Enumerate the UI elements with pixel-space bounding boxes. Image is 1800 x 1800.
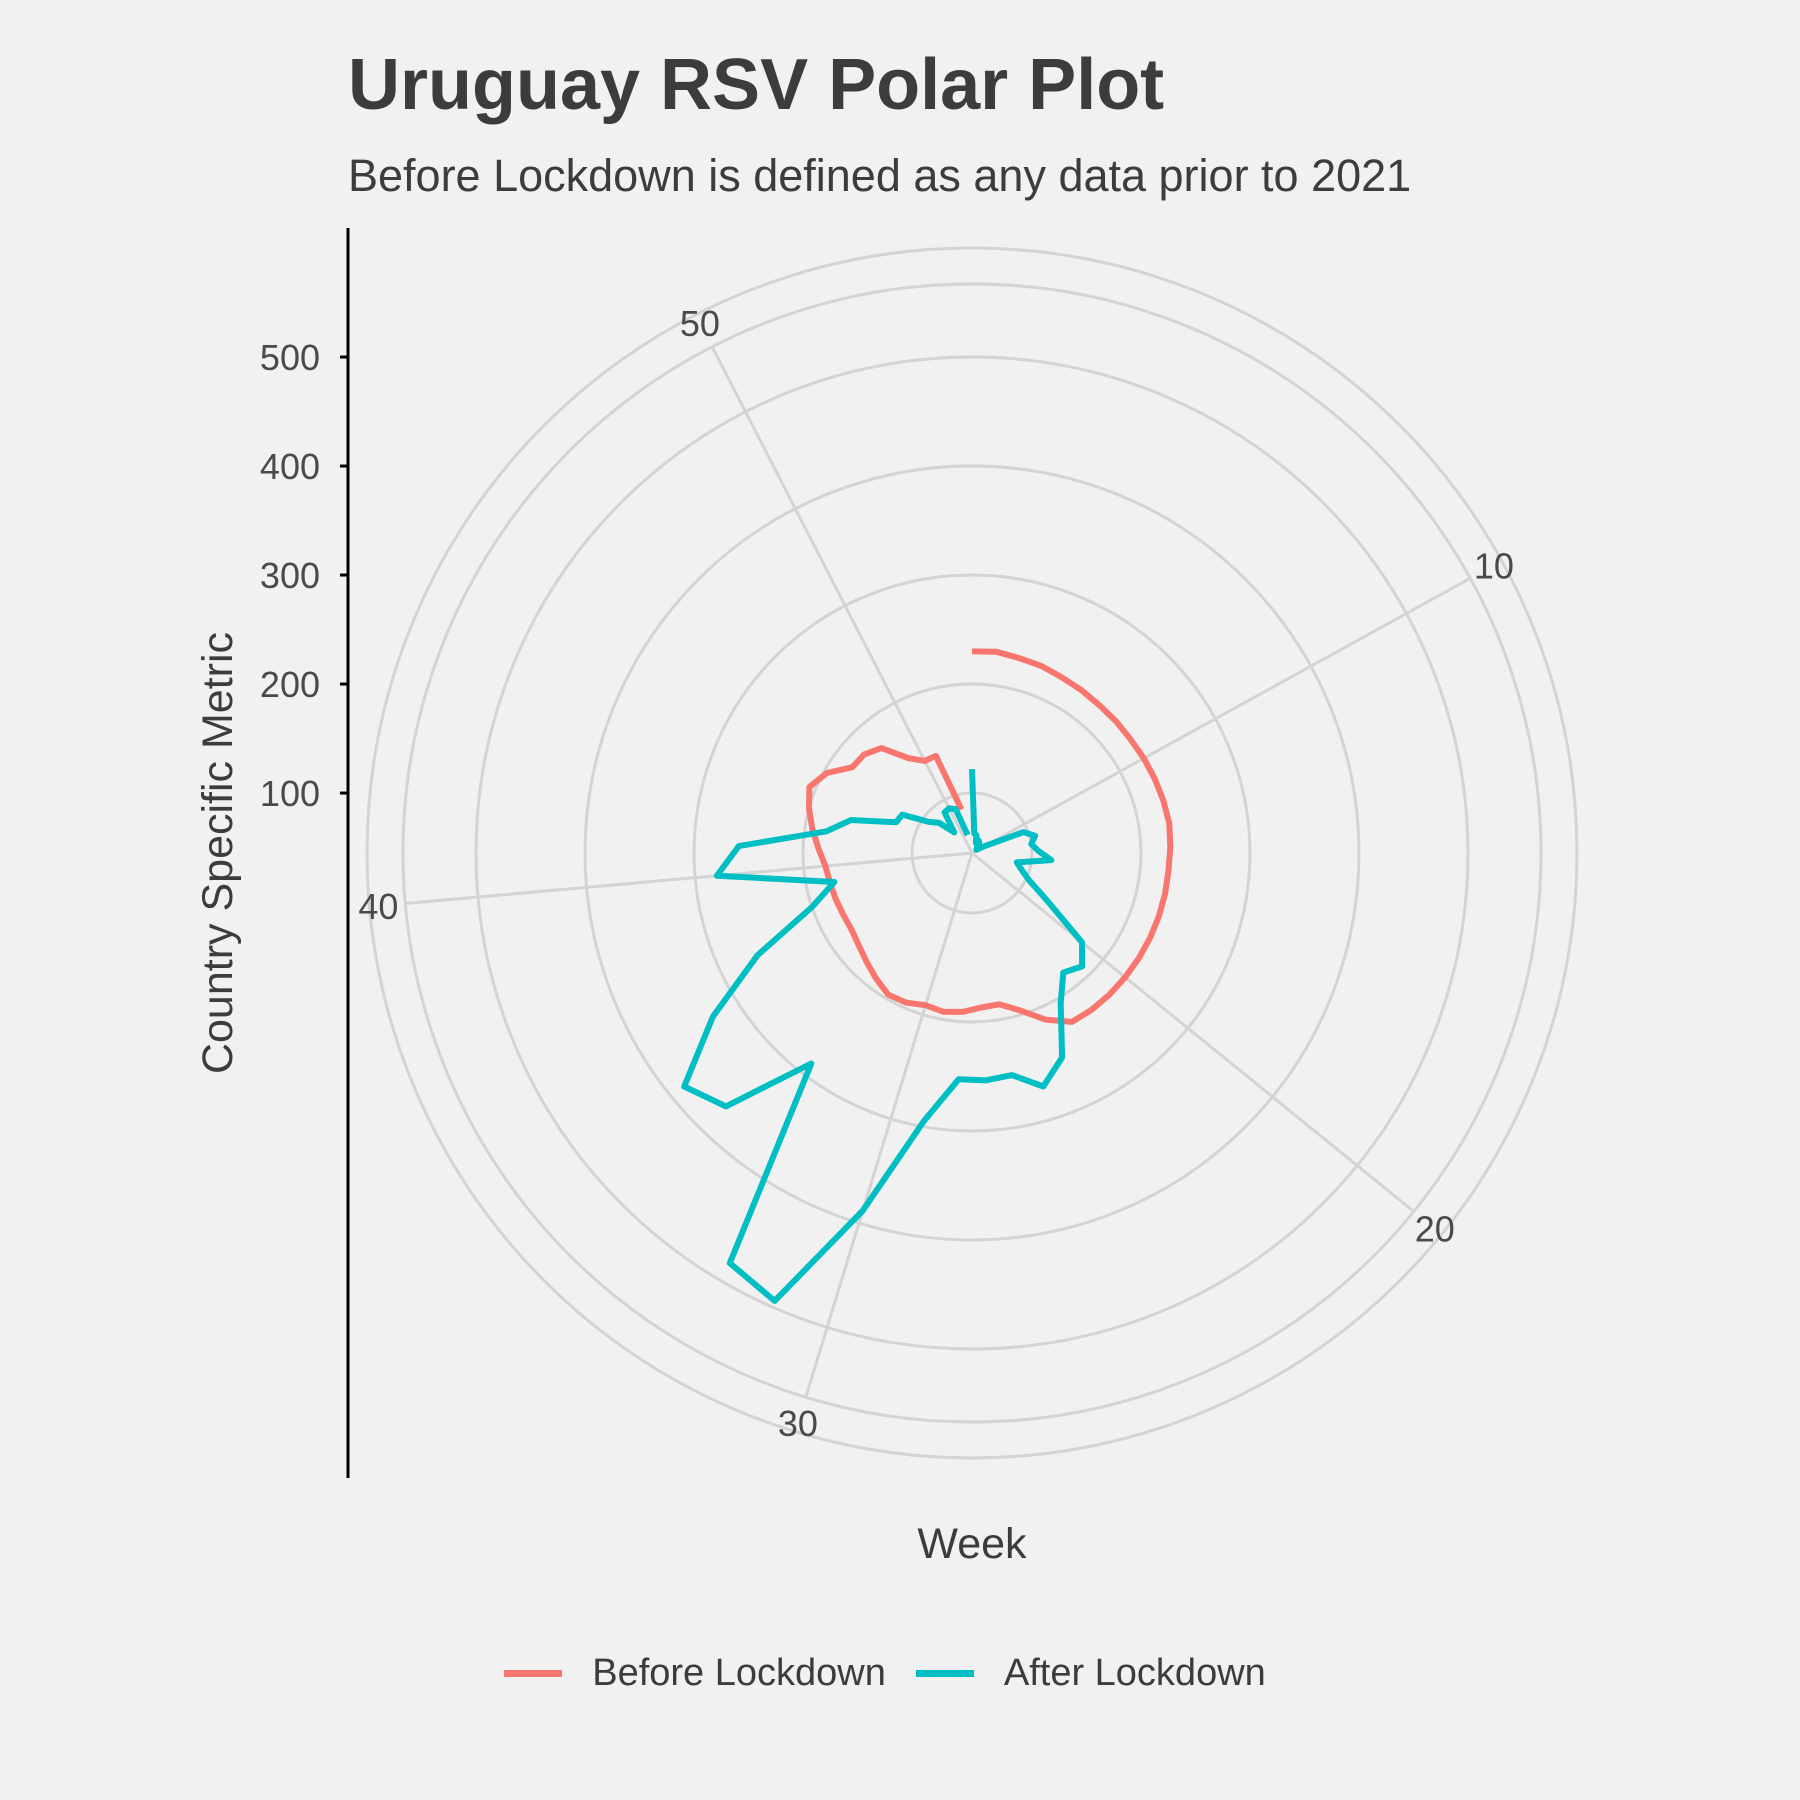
spoke-week-10	[971, 576, 1472, 855]
grid-ring-400	[583, 464, 1361, 1242]
radial-gridlines	[365, 246, 1579, 1460]
legend-key-after	[915, 1670, 974, 1677]
y-tick-label-100: 100	[260, 773, 320, 814]
grid-ring-200	[801, 682, 1143, 1024]
grid-ring-outer	[401, 282, 1543, 1424]
legend-item-before: Before Lockdown	[504, 1652, 904, 1695]
y-tick-label-500: 500	[260, 337, 320, 378]
angular-gridlines	[405, 346, 1472, 1398]
series-line-after-lockdown	[681, 768, 1086, 1304]
grid-ring-300	[692, 573, 1252, 1133]
chart-subtitle: Before Lockdown is defined as any data p…	[348, 150, 1412, 201]
spoke-week-40	[405, 851, 973, 906]
series-line-before-lockdown	[806, 648, 1174, 1025]
grid-ring-600	[365, 246, 1579, 1460]
y-axis-ticks: 100 200 300 400 500	[260, 337, 348, 814]
week-tick-20: 20	[1415, 1209, 1455, 1250]
legend-label-before: Before Lockdown	[592, 1652, 886, 1694]
week-tick-30: 30	[778, 1403, 818, 1444]
spoke-week-30	[804, 852, 974, 1398]
legend: Before Lockdown After Lockdown	[0, 1652, 1800, 1695]
y-tick-label-400: 400	[260, 446, 320, 487]
grid-ring-500	[474, 355, 1470, 1351]
legend-item-after: After Lockdown	[915, 1652, 1284, 1695]
week-tick-10: 10	[1474, 545, 1514, 586]
week-tick-50: 50	[680, 303, 720, 344]
series-lines	[681, 648, 1174, 1304]
y-tick-label-200: 200	[260, 664, 320, 705]
week-tick-40: 40	[358, 886, 398, 927]
week-tick-labels: 10 20 30 40 50	[358, 303, 1514, 1444]
y-tick-label-300: 300	[260, 555, 320, 596]
legend-label-after: After Lockdown	[1003, 1652, 1266, 1694]
spoke-week-50	[710, 346, 974, 854]
spoke-week-20	[971, 851, 1415, 1213]
legend-key-before	[504, 1670, 563, 1677]
y-axis-label: Country Specific Metric	[194, 632, 242, 1074]
x-axis-label: Week	[917, 1520, 1027, 1568]
chart-title: Uruguay RSV Polar Plot	[348, 45, 1165, 125]
